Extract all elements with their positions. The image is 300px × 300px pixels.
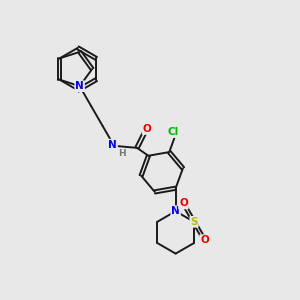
Text: O: O <box>200 235 209 245</box>
Text: N: N <box>75 81 84 91</box>
Text: N: N <box>171 206 180 216</box>
Text: O: O <box>179 198 188 208</box>
Text: S: S <box>190 217 198 227</box>
Text: Cl: Cl <box>168 127 179 137</box>
Text: O: O <box>142 124 152 134</box>
Text: N: N <box>108 140 117 150</box>
Text: H: H <box>118 149 125 158</box>
